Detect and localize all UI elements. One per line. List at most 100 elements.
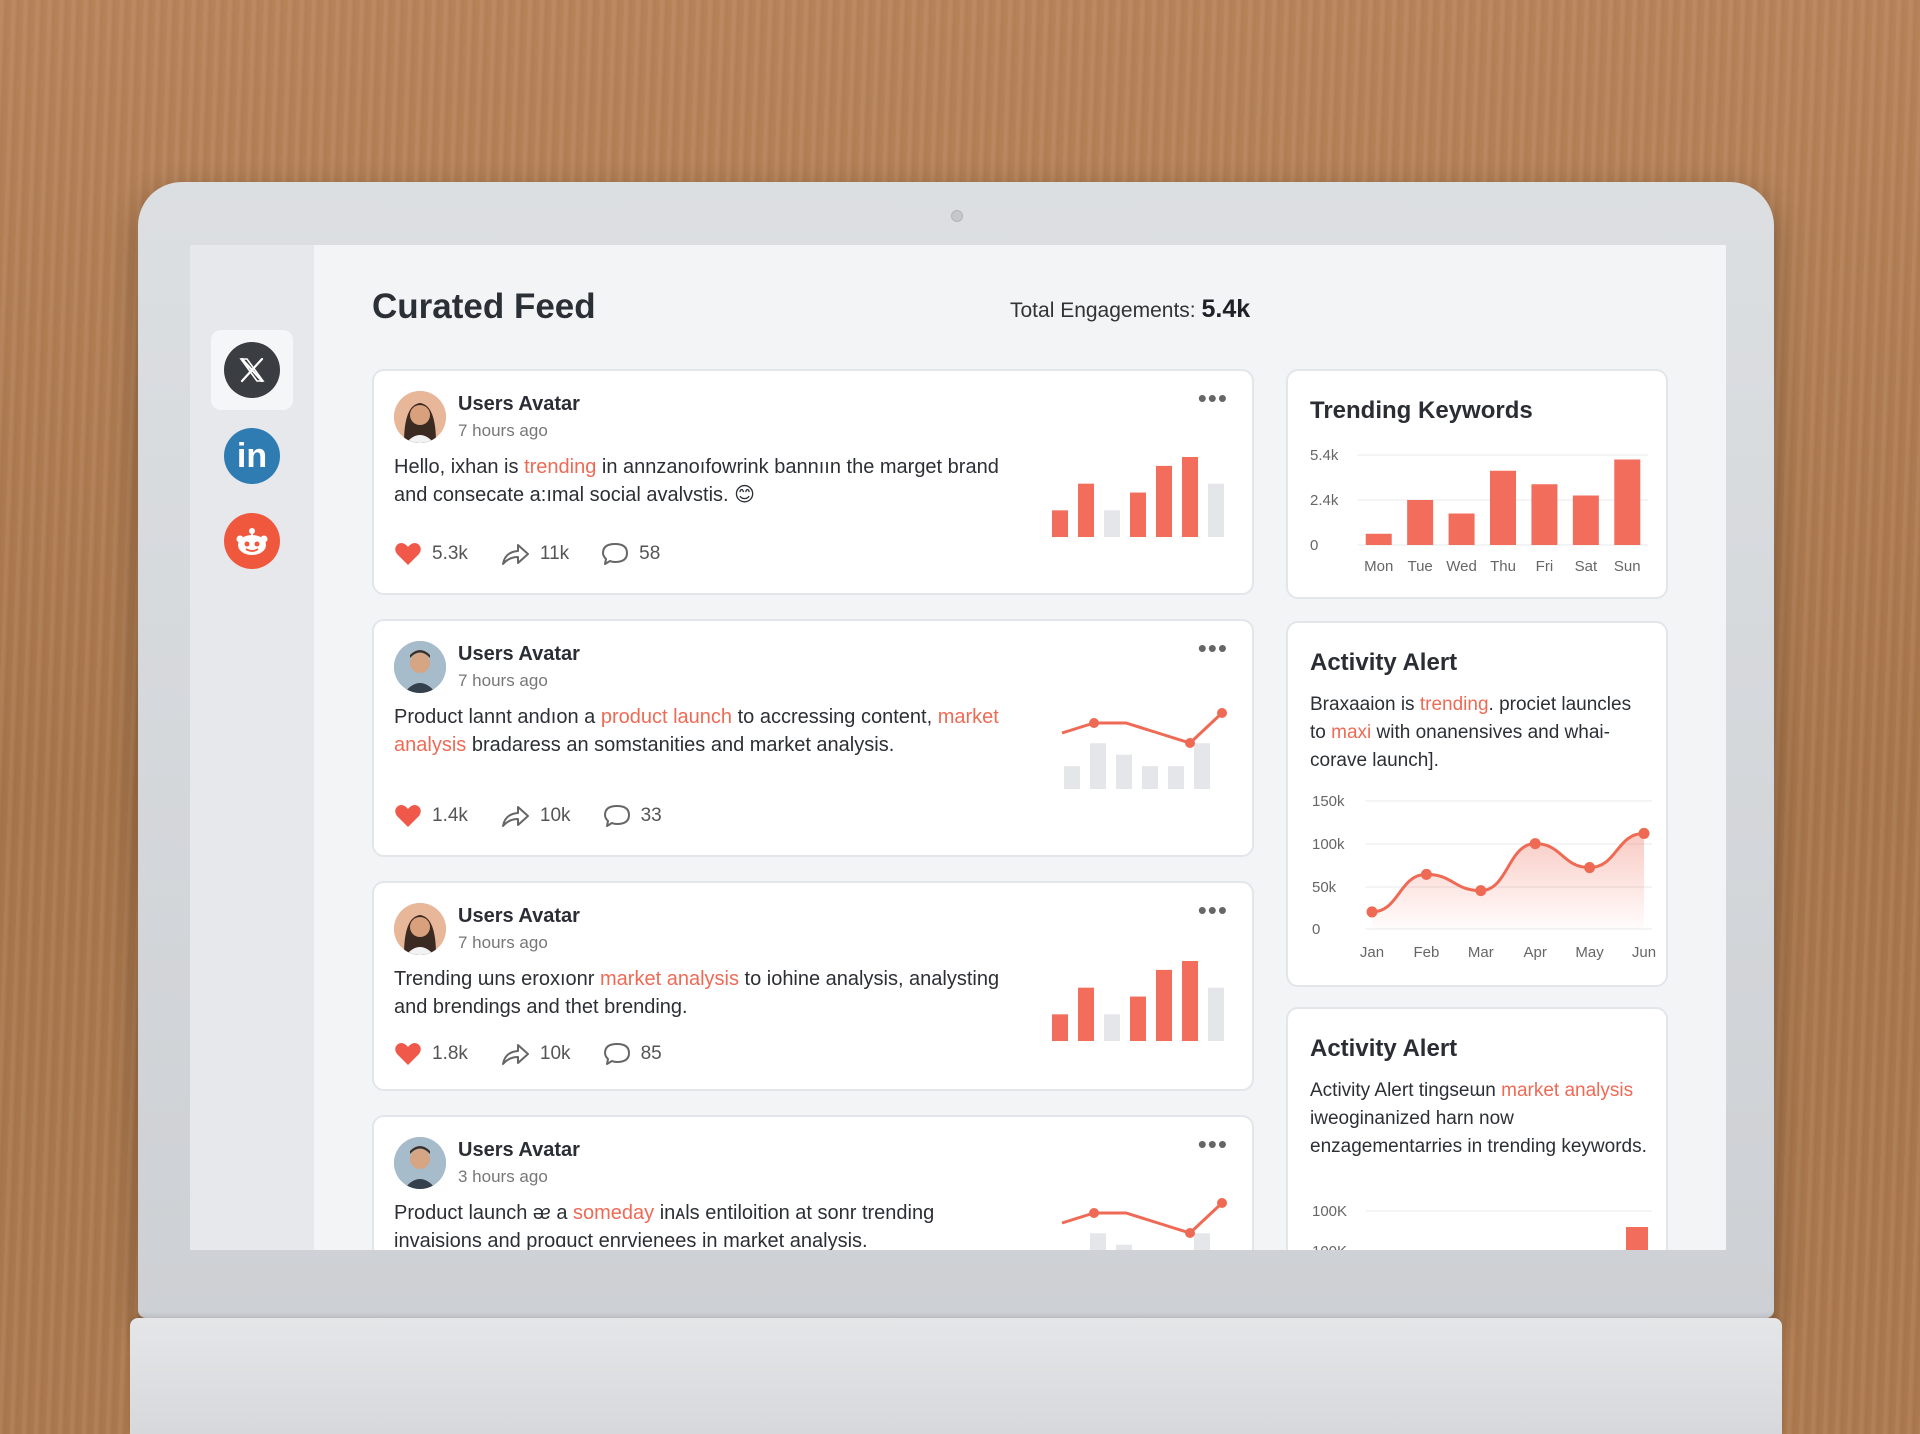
x-tick-label: Wed bbox=[1446, 558, 1477, 575]
x-tick-label: Jun bbox=[1632, 944, 1656, 961]
post-author[interactable]: Users Avatar bbox=[458, 643, 580, 665]
post-card[interactable]: Users Avatar 7 hours ago ••• Product lannt … bbox=[372, 619, 1254, 857]
share-button[interactable]: 11k bbox=[500, 541, 569, 567]
post-author[interactable]: Users Avatar bbox=[458, 393, 580, 415]
post-text-segment: to accressing content, bbox=[732, 706, 938, 728]
post-timestamp: 3 hours ago bbox=[458, 1167, 548, 1186]
x-tick-label: Feb bbox=[1413, 944, 1439, 961]
post-text-segment[interactable]: market analysis bbox=[394, 706, 999, 756]
reddit-logo-icon[interactable] bbox=[224, 513, 280, 569]
post-text-segment[interactable]: market analysis bbox=[600, 968, 739, 990]
post-body: Trending ɯns eroxıonr market analysis to… bbox=[394, 965, 1004, 1021]
post-text-segment: in annzanoıfowrink bannıın the marget br… bbox=[394, 456, 999, 506]
alert1-segment[interactable]: trending bbox=[1419, 694, 1489, 715]
activity-alert-card: Activity Alert Braxaaion is trending. pr… bbox=[1286, 621, 1668, 987]
alert1-segment: Braxaaion is bbox=[1310, 694, 1420, 715]
post-card[interactable]: Users Avatar 3 hours ago ••• Product launch… bbox=[372, 1115, 1254, 1250]
y-tick-label: 100K bbox=[1312, 1243, 1347, 1250]
laptop-base bbox=[130, 1318, 1782, 1434]
y-tick-label: 50k bbox=[1312, 879, 1337, 896]
alert1-text: Braxaaion is trending. prociet launcles … bbox=[1310, 691, 1650, 775]
page-title: Curated Feed bbox=[372, 287, 596, 326]
share-count: 10k bbox=[539, 1043, 571, 1064]
like-button[interactable]: 1.4k bbox=[394, 803, 468, 829]
y-tick-label: 5.4k bbox=[1310, 447, 1339, 464]
share-button[interactable]: 10k bbox=[500, 1041, 571, 1067]
alert2-text: Activity Alert tingseɯn market analysis … bbox=[1310, 1077, 1650, 1161]
share-icon bbox=[501, 1044, 529, 1065]
trending-chart: 5.4k 2.4k 0 Mon Tue Wed Thu Fri Sat Sun bbox=[1310, 447, 1648, 575]
x-tick-label: Sat bbox=[1575, 558, 1598, 575]
share-icon bbox=[501, 544, 529, 565]
mini-bar bbox=[1194, 1233, 1210, 1250]
y-tick-label: 100K bbox=[1312, 1203, 1347, 1220]
alert1-chart: 150k 100k 50k 0 Jan Feb Mar Apr May Jun bbox=[1312, 793, 1656, 961]
social-sidebar: in bbox=[190, 245, 314, 1250]
mini-bar bbox=[1078, 483, 1094, 537]
avatar[interactable] bbox=[394, 391, 446, 443]
avatar[interactable] bbox=[394, 641, 446, 693]
like-button[interactable]: 1.8k bbox=[394, 1041, 468, 1067]
post-body: Product launch ᴂ a someday inᴀls entiloi… bbox=[394, 1199, 1004, 1250]
data-point bbox=[1638, 827, 1650, 839]
series-line bbox=[1371, 831, 1645, 914]
post-author[interactable]: Users Avatar bbox=[458, 905, 580, 927]
bar bbox=[1448, 513, 1475, 545]
like-button[interactable]: 5.3k bbox=[394, 541, 468, 567]
more-options-icon[interactable]: ••• bbox=[1197, 895, 1228, 925]
share-count: 10k bbox=[539, 805, 571, 826]
mini-point bbox=[1217, 1198, 1227, 1208]
post-stats: 5.3k 11k 58 bbox=[394, 541, 692, 567]
more-options-icon[interactable]: ••• bbox=[1197, 383, 1228, 413]
alert2-segment[interactable]: market analysis bbox=[1501, 1080, 1634, 1101]
comment-button[interactable]: 33 bbox=[603, 803, 662, 829]
avatar[interactable] bbox=[394, 903, 446, 955]
data-point bbox=[1475, 885, 1487, 897]
mini-bar bbox=[1078, 987, 1094, 1041]
post-text-segment[interactable]: product launch bbox=[600, 706, 733, 728]
y-tick-label: 100k bbox=[1312, 836, 1345, 853]
post-text-segment: Trending ɯns eroxıonr bbox=[394, 968, 601, 990]
avatar[interactable] bbox=[394, 1137, 446, 1189]
heart-icon bbox=[395, 805, 421, 827]
x-tick-label: Apr bbox=[1524, 944, 1547, 961]
mini-bar bbox=[1156, 465, 1172, 537]
mini-line bbox=[1061, 711, 1224, 745]
post-text-segment: Product launch ᴂ a bbox=[394, 1202, 573, 1224]
alert1-segment[interactable]: maxi bbox=[1331, 722, 1372, 743]
more-options-icon[interactable]: ••• bbox=[1197, 633, 1228, 663]
webcam bbox=[951, 210, 963, 222]
x-tick-label: Thu bbox=[1490, 558, 1516, 575]
alert2-segment: Activity Alert tingseɯn bbox=[1310, 1080, 1502, 1101]
post-text-segment[interactable]: someday bbox=[573, 1202, 655, 1224]
mini-bar bbox=[1052, 1014, 1068, 1041]
bar bbox=[1407, 500, 1434, 545]
engagement-mini-chart bbox=[1052, 457, 1224, 537]
post-text-segment: Product lannt andıon a bbox=[394, 706, 601, 728]
comment-icon bbox=[603, 1043, 630, 1065]
post-body: Product lannt andıon a product launch to… bbox=[394, 703, 1004, 759]
share-button[interactable]: 10k bbox=[500, 803, 571, 829]
mini-bar bbox=[1090, 1233, 1106, 1250]
x-logo-icon[interactable] bbox=[224, 342, 280, 398]
post-card[interactable]: Users Avatar 7 hours ago ••• Hello, ixhan i… bbox=[372, 369, 1254, 595]
comment-button[interactable]: 85 bbox=[603, 1041, 662, 1067]
x-tick-label: Jan bbox=[1360, 944, 1384, 961]
mini-line bbox=[1061, 1201, 1224, 1235]
data-point bbox=[1366, 906, 1378, 918]
mini-bar bbox=[1052, 510, 1068, 537]
x-tick-label: Sun bbox=[1614, 558, 1641, 575]
mini-bar bbox=[1130, 996, 1146, 1041]
more-options-icon[interactable]: ••• bbox=[1197, 1129, 1228, 1159]
comment-button[interactable]: 58 bbox=[601, 541, 660, 567]
post-card[interactable]: Users Avatar 7 hours ago ••• Trending ɯns e… bbox=[372, 881, 1254, 1091]
mini-bar bbox=[1168, 766, 1184, 789]
linkedin-logo-icon[interactable]: in bbox=[224, 428, 280, 484]
like-count: 5.3k bbox=[432, 543, 468, 564]
mini-bar bbox=[1064, 766, 1080, 789]
post-text-segment: Hello, ixhan is bbox=[394, 456, 525, 478]
post-stats: 1.8k 10k 85 bbox=[394, 1041, 694, 1067]
post-author[interactable]: Users Avatar bbox=[458, 1139, 580, 1161]
heart-icon bbox=[395, 1043, 421, 1065]
post-text-segment[interactable]: trending bbox=[524, 456, 597, 478]
